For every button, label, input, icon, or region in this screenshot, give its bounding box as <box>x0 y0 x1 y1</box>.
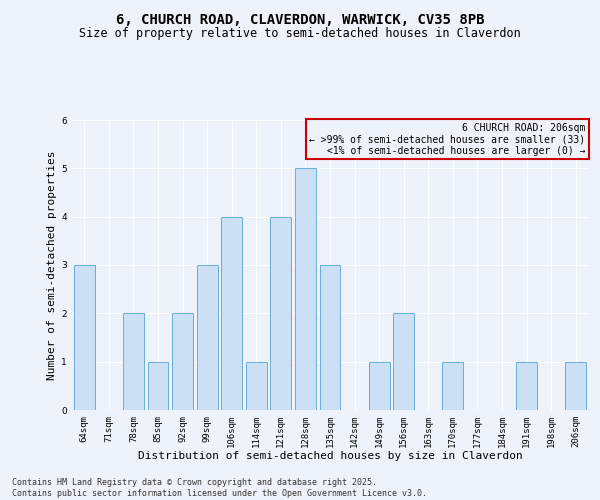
Bar <box>368 362 389 410</box>
Bar <box>197 265 218 410</box>
Text: 6, CHURCH ROAD, CLAVERDON, WARWICK, CV35 8PB: 6, CHURCH ROAD, CLAVERDON, WARWICK, CV35… <box>116 12 484 26</box>
Bar <box>516 362 537 410</box>
Bar <box>221 216 242 410</box>
Bar <box>393 314 414 410</box>
Bar <box>123 314 144 410</box>
Bar <box>271 216 292 410</box>
Text: Size of property relative to semi-detached houses in Claverdon: Size of property relative to semi-detach… <box>79 28 521 40</box>
Bar <box>246 362 267 410</box>
Bar <box>565 362 586 410</box>
Bar <box>172 314 193 410</box>
Bar <box>442 362 463 410</box>
Y-axis label: Number of semi-detached properties: Number of semi-detached properties <box>47 150 57 380</box>
Bar <box>74 265 95 410</box>
Text: Contains HM Land Registry data © Crown copyright and database right 2025.
Contai: Contains HM Land Registry data © Crown c… <box>12 478 427 498</box>
Bar <box>295 168 316 410</box>
Bar <box>148 362 169 410</box>
Text: 6 CHURCH ROAD: 206sqm
← >99% of semi-detached houses are smaller (33)
<1% of sem: 6 CHURCH ROAD: 206sqm ← >99% of semi-det… <box>309 123 585 156</box>
Bar <box>320 265 340 410</box>
X-axis label: Distribution of semi-detached houses by size in Claverdon: Distribution of semi-detached houses by … <box>137 452 523 462</box>
